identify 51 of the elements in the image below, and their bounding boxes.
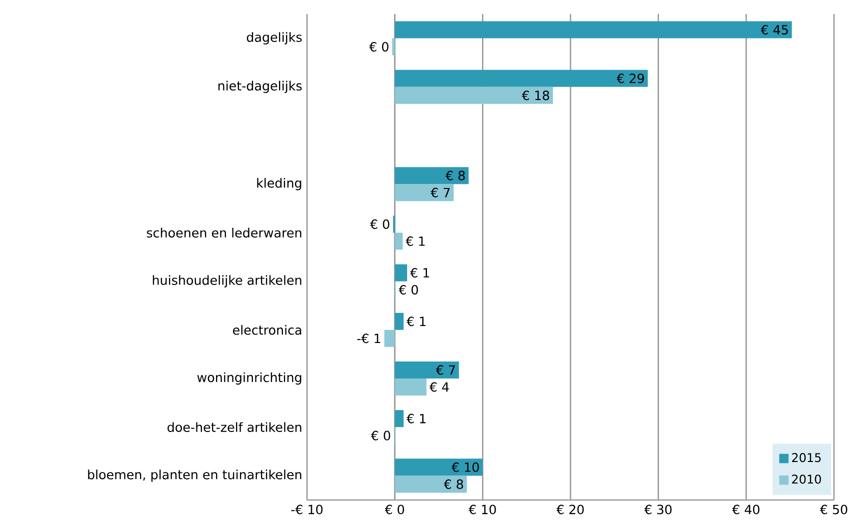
y-tick-label: huishoudelijke artikelen <box>152 275 302 288</box>
bar <box>394 458 483 476</box>
x-tick-label: € 20 <box>556 504 584 514</box>
legend-label: 2015 <box>792 453 821 462</box>
y-tick-label: electronica <box>232 324 302 335</box>
bar <box>394 232 403 250</box>
y-tick-label: woninginrichting <box>197 372 302 385</box>
y-tick-label: schoenen en lederwaren <box>146 228 302 238</box>
data-label: € 1 <box>406 414 426 424</box>
data-label: € 4 <box>429 382 449 392</box>
data-label: € 18 <box>522 90 550 100</box>
bar <box>394 21 792 38</box>
bar <box>384 330 395 347</box>
data-label: € 7 <box>430 188 450 198</box>
x-tick-label: € 30 <box>644 504 672 514</box>
data-label: € 8 <box>444 479 464 489</box>
data-label: € 1 <box>410 268 430 278</box>
x-tick-label: € 10 <box>468 504 496 514</box>
bar <box>394 264 408 282</box>
bar <box>392 38 395 56</box>
x-tick-label: € 0 <box>384 504 404 514</box>
bar <box>394 70 648 87</box>
x-tick-label: -€ 10 <box>291 504 323 514</box>
data-label: € 1 <box>406 236 425 246</box>
data-label: € 10 <box>452 462 479 472</box>
bar <box>394 361 459 378</box>
x-tick-label: € 40 <box>732 504 760 514</box>
data-label: € 0 <box>369 42 388 52</box>
bar <box>394 410 404 428</box>
data-label: -€ 1 <box>357 334 380 344</box>
y-tick-label: bloemen, planten en tuinartikelen <box>88 470 302 482</box>
bar <box>394 167 469 184</box>
data-label: € 8 <box>446 170 465 180</box>
bar <box>394 86 553 104</box>
y-tick-label: niet-dagelijks <box>218 80 302 94</box>
y-tick-label: dagelijks <box>246 32 302 44</box>
y-tick-label: doe-het-zelf artikelen <box>168 422 302 432</box>
bar <box>394 476 467 493</box>
bar <box>394 312 404 330</box>
data-label: € 0 <box>370 430 390 440</box>
bar <box>394 184 454 202</box>
y-tick-label: kleding <box>257 178 302 190</box>
data-label: € 0 <box>370 219 390 229</box>
data-label: € 0 <box>398 284 418 295</box>
legend-label: 2010 <box>792 474 821 484</box>
data-label: € 1 <box>406 316 426 326</box>
data-label: € 45 <box>760 24 788 35</box>
data-label: € 7 <box>436 365 455 375</box>
bar <box>394 378 426 396</box>
x-tick-label: € 50 <box>820 504 848 514</box>
data-label: € 29 <box>616 74 644 84</box>
